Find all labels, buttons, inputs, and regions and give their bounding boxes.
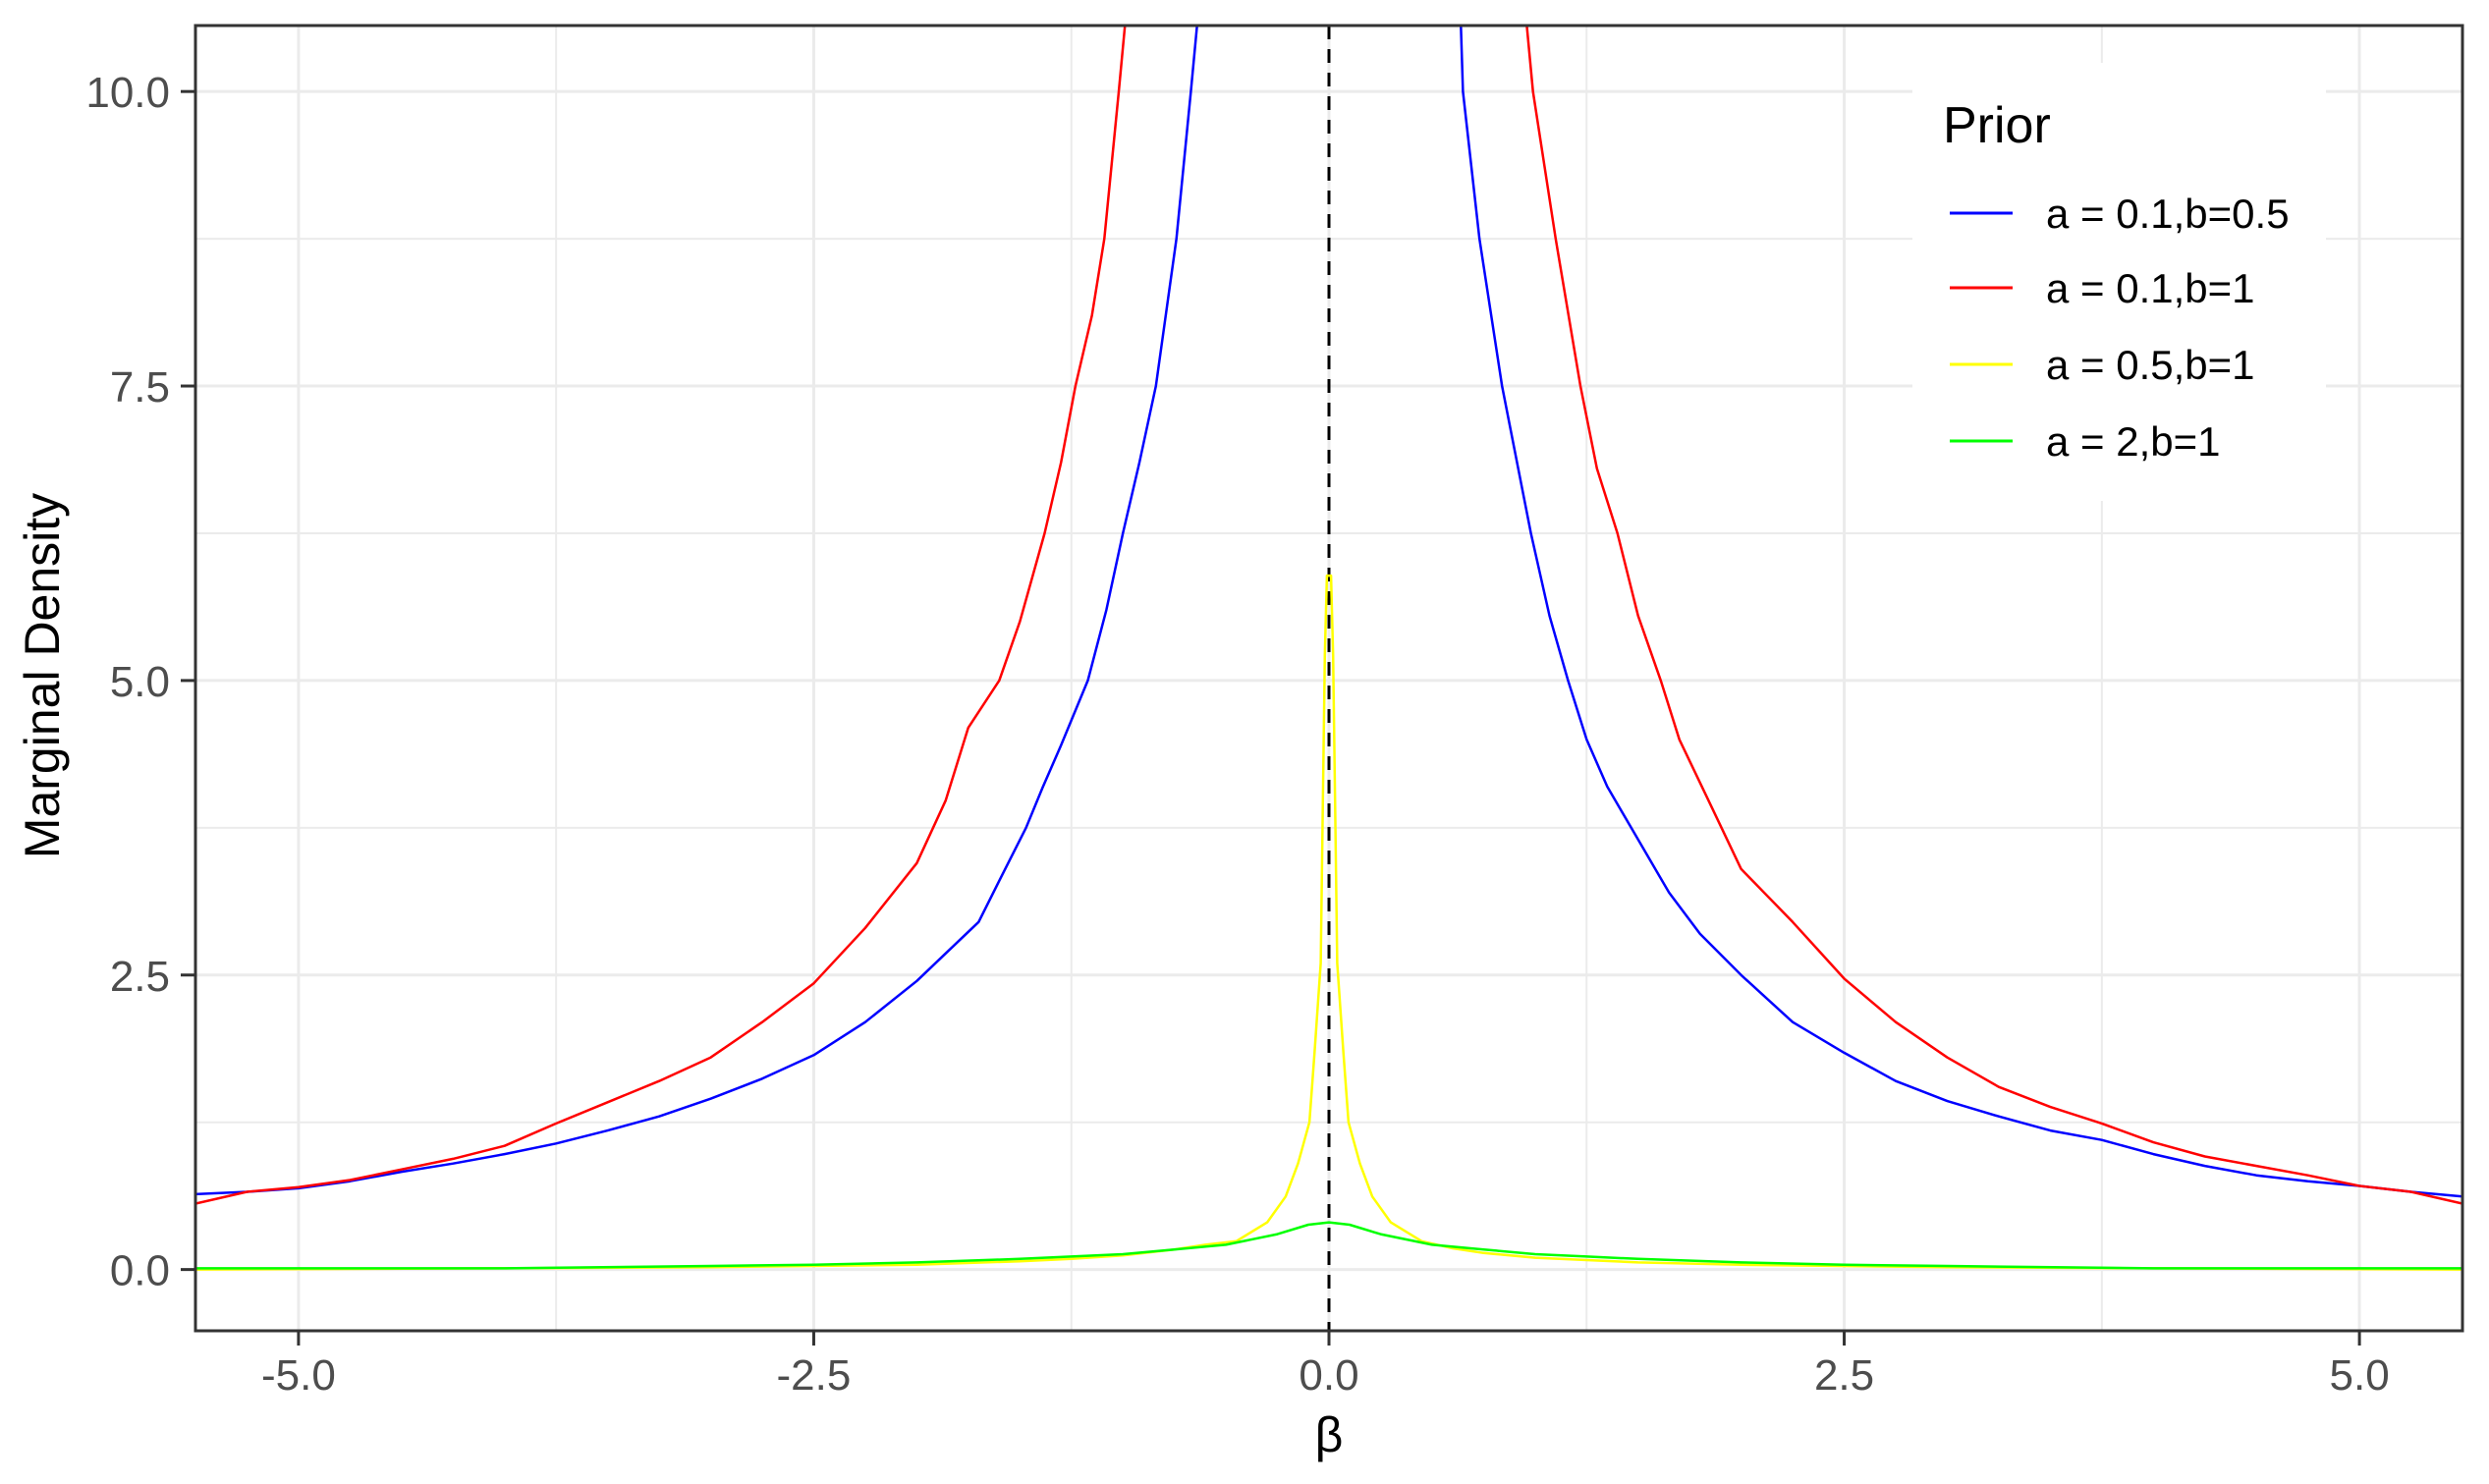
legend-label: a = 0.5,b=1: [2046, 342, 2255, 388]
y-tick-label: 0.0: [110, 1247, 170, 1295]
x-tick-label: -5.0: [261, 1351, 336, 1400]
legend: Prior a = 0.1,b=0.5 a = 0.1,b=1 a = 0.5,b=…: [1912, 63, 2326, 501]
series-line: [195, 26, 2462, 1205]
y-tick-label: 5.0: [110, 658, 170, 706]
legend-item: a = 0.5,b=1: [1950, 342, 2255, 388]
data-series: [195, 26, 2462, 1271]
legend-items: a = 0.1,b=0.5 a = 0.1,b=1 a = 0.5,b=1 a = 2…: [1950, 191, 2290, 465]
axis-ticks: [181, 89, 2361, 1346]
legend-item: a = 0.1,b=1: [1950, 265, 2255, 311]
x-axis-title: β: [1315, 1407, 1344, 1462]
y-axis-tick-labels: 0.0 2.5 5.0 7.5 10.0: [85, 69, 170, 1294]
y-tick-label: 7.5: [110, 363, 170, 412]
x-tick-label: -2.5: [777, 1351, 852, 1400]
legend-item: a = 0.1,b=0.5: [1950, 191, 2290, 237]
legend-label: a = 0.1,b=1: [2046, 265, 2255, 311]
y-tick-label: 2.5: [110, 953, 170, 1001]
x-tick-label: 2.5: [1814, 1351, 1874, 1400]
legend-label: a = 2,b=1: [2046, 418, 2221, 465]
legend-label: a = 0.1,b=0.5: [2046, 191, 2290, 237]
x-tick-label: 5.0: [2330, 1351, 2390, 1400]
legend-background: [1912, 63, 2326, 501]
series-line: [195, 1221, 2462, 1270]
y-tick-label: 10.0: [85, 69, 170, 117]
x-axis-tick-labels: -5.0 -2.5 0.0 2.5 5.0: [261, 1351, 2390, 1400]
y-axis-title: Marginal Density: [15, 493, 70, 858]
legend-title: Prior: [1943, 97, 2051, 154]
legend-item: a = 2,b=1: [1950, 418, 2221, 465]
series-line: [195, 26, 2462, 1198]
x-tick-label: 0.0: [1299, 1351, 1358, 1400]
